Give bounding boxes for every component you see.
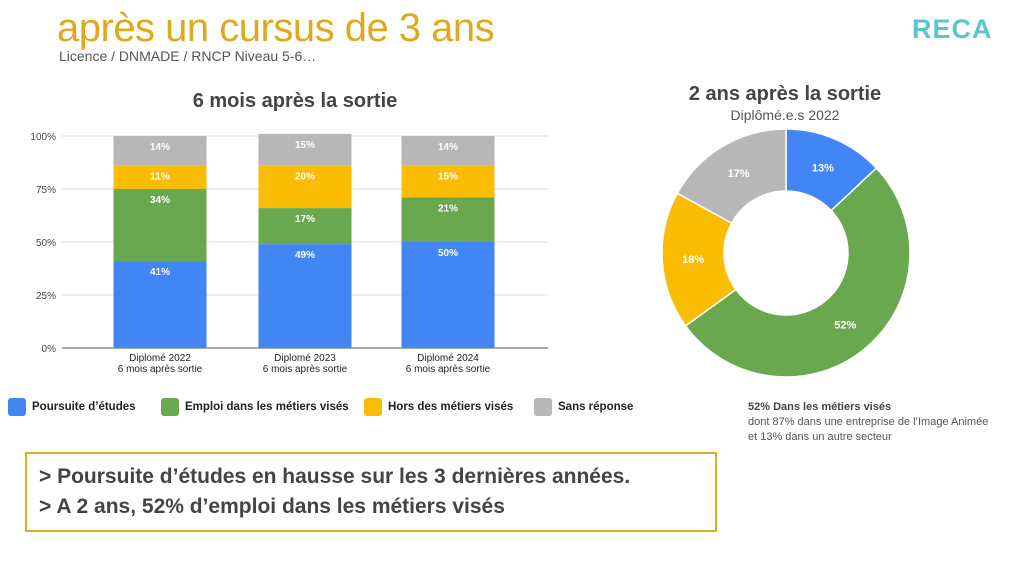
bar-data-label: 15% bbox=[438, 172, 458, 183]
bar-segment bbox=[113, 261, 207, 348]
legend-item-sans: Sans réponse bbox=[534, 398, 633, 416]
note-line1: dont 87% dans une entreprise de l’Image … bbox=[748, 416, 989, 428]
bar-segment bbox=[113, 136, 207, 166]
note-head: 52% Dans les métiers visés bbox=[748, 401, 892, 413]
bar-data-label: 41% bbox=[150, 267, 170, 278]
y-tick-label: 75% bbox=[36, 185, 56, 196]
legend-label: Hors des métiers visés bbox=[388, 401, 514, 413]
x-tick-label: 6 mois après sortie bbox=[406, 364, 491, 375]
x-tick-label: Diplomé 2022 bbox=[129, 353, 191, 364]
legend-label: Sans réponse bbox=[558, 401, 634, 413]
legend-label: Poursuite d’études bbox=[32, 401, 136, 413]
donut-chart-subtitle: Diplômé.e.s 2022 bbox=[730, 107, 840, 123]
donut-note: 52% Dans les métiers visés dont 87% dans… bbox=[748, 400, 988, 445]
legend-swatch bbox=[8, 398, 26, 416]
slide-subtitle: Licence / DNMADE / RNCP Niveau 5-6… bbox=[59, 48, 317, 64]
legend-item-emploi: Emploi dans les métiers visés bbox=[161, 398, 349, 416]
x-tick-label: Diplomé 2024 bbox=[417, 353, 479, 364]
legend-item-poursuite: Poursuite d’études bbox=[8, 398, 136, 416]
stacked-bar-chart: 0%25%50%75%100%41%34%11%14%Diplomé 20226… bbox=[30, 132, 548, 375]
y-tick-label: 25% bbox=[36, 291, 56, 302]
conclusion-line1: > Poursuite d’études en hausse sur les 3… bbox=[39, 465, 631, 488]
donut-chart: 13% 52% 18% 17% bbox=[661, 128, 911, 378]
bar-segment bbox=[258, 208, 352, 245]
bar-segment bbox=[258, 165, 352, 209]
legend-swatch bbox=[534, 398, 552, 416]
bar-segment bbox=[258, 244, 352, 348]
bar-data-label: 15% bbox=[295, 140, 315, 151]
donut-slice bbox=[684, 167, 911, 378]
donut-slice bbox=[661, 192, 737, 327]
y-tick-label: 0% bbox=[42, 344, 57, 355]
bar-data-label: 34% bbox=[150, 195, 170, 206]
donut-data-label: 13% bbox=[812, 163, 834, 175]
bar-segment bbox=[401, 242, 495, 348]
note-line2: et 13% dans un autre secteur bbox=[748, 431, 892, 443]
bar-segment bbox=[258, 133, 352, 166]
slide-title: après un cursus de 3 ans bbox=[57, 6, 495, 50]
bar-chart-title: 6 mois après la sortie bbox=[192, 90, 398, 112]
bar-data-label: 49% bbox=[295, 250, 315, 261]
bar-segment bbox=[113, 165, 207, 189]
bar-data-label: 50% bbox=[438, 248, 458, 259]
donut-data-label: 52% bbox=[834, 320, 856, 332]
legend-item-hors: Hors des métiers visés bbox=[364, 398, 513, 416]
bar-segment bbox=[401, 165, 495, 198]
bar-data-label: 21% bbox=[438, 203, 458, 214]
x-tick-label: 6 mois après sortie bbox=[118, 364, 203, 375]
bar-data-label: 14% bbox=[150, 142, 170, 153]
conclusion-line2: > A 2 ans, 52% d’emploi dans les métiers… bbox=[39, 495, 505, 518]
donut-data-label: 18% bbox=[682, 254, 704, 266]
bar-data-label: 14% bbox=[438, 142, 458, 153]
legend-swatch bbox=[161, 398, 179, 416]
bar-data-label: 20% bbox=[295, 172, 315, 183]
bar-data-label: 17% bbox=[295, 214, 315, 225]
x-tick-label: Diplomé 2023 bbox=[274, 353, 336, 364]
y-tick-label: 100% bbox=[30, 132, 56, 143]
bar-segment bbox=[113, 189, 207, 262]
y-tick-label: 50% bbox=[36, 238, 56, 249]
reca-logo: RECA bbox=[912, 14, 993, 44]
donut-slice bbox=[676, 128, 787, 225]
donut-data-label: 17% bbox=[728, 168, 750, 180]
legend-label: Emploi dans les métiers visés bbox=[185, 401, 349, 413]
donut-chart-title: 2 ans après la sortie bbox=[688, 83, 882, 105]
bar-segment bbox=[401, 197, 495, 242]
bar-data-label: 11% bbox=[150, 172, 170, 183]
conclusion-box: > Poursuite d’études en hausse sur les 3… bbox=[25, 452, 717, 532]
x-tick-label: 6 mois après sortie bbox=[263, 364, 348, 375]
bar-segment bbox=[401, 136, 495, 166]
legend-swatch bbox=[364, 398, 382, 416]
